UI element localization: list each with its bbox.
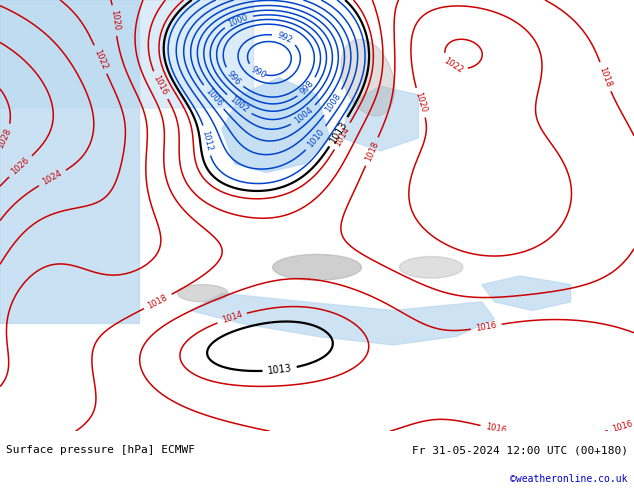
Polygon shape — [342, 86, 418, 151]
Polygon shape — [222, 77, 330, 172]
Text: 1018: 1018 — [146, 293, 169, 310]
Text: 1014: 1014 — [333, 125, 351, 147]
Ellipse shape — [273, 254, 361, 280]
Text: 1020: 1020 — [108, 9, 120, 31]
Text: 1006: 1006 — [203, 86, 224, 108]
Text: ©weatheronline.co.uk: ©weatheronline.co.uk — [510, 474, 628, 485]
Text: 1016: 1016 — [611, 419, 634, 434]
Text: 1018: 1018 — [597, 65, 613, 88]
Text: 1022: 1022 — [442, 56, 464, 75]
Text: 998: 998 — [299, 79, 316, 97]
Ellipse shape — [178, 285, 228, 302]
Text: 1000: 1000 — [227, 12, 250, 28]
Text: 1013: 1013 — [267, 363, 292, 376]
Text: 1002: 1002 — [228, 95, 250, 115]
Text: 1004: 1004 — [293, 105, 314, 126]
Text: 1010: 1010 — [306, 127, 327, 149]
Text: 1020: 1020 — [413, 91, 428, 114]
Text: 1016: 1016 — [475, 320, 498, 333]
FancyBboxPatch shape — [0, 0, 254, 108]
Polygon shape — [482, 276, 571, 311]
Text: 1013: 1013 — [328, 119, 349, 145]
Ellipse shape — [341, 39, 394, 116]
Text: Surface pressure [hPa] ECMWF: Surface pressure [hPa] ECMWF — [6, 445, 195, 455]
Text: Fr 31-05-2024 12:00 UTC (00+180): Fr 31-05-2024 12:00 UTC (00+180) — [411, 445, 628, 455]
FancyBboxPatch shape — [0, 0, 139, 323]
Text: 1024: 1024 — [41, 169, 64, 187]
Text: 990: 990 — [250, 65, 268, 80]
Text: 1028: 1028 — [0, 127, 13, 150]
Ellipse shape — [399, 257, 463, 278]
Text: 1016: 1016 — [152, 74, 169, 97]
Text: 1018: 1018 — [363, 140, 380, 163]
Text: 1016: 1016 — [484, 422, 507, 436]
Text: 1026: 1026 — [10, 156, 31, 177]
Text: 1014: 1014 — [221, 310, 243, 325]
Polygon shape — [190, 293, 495, 345]
Text: 992: 992 — [275, 30, 294, 45]
Text: 1022: 1022 — [92, 48, 109, 71]
Text: 1012: 1012 — [200, 129, 214, 152]
Text: 1008: 1008 — [324, 92, 343, 114]
Text: 996: 996 — [225, 69, 242, 87]
